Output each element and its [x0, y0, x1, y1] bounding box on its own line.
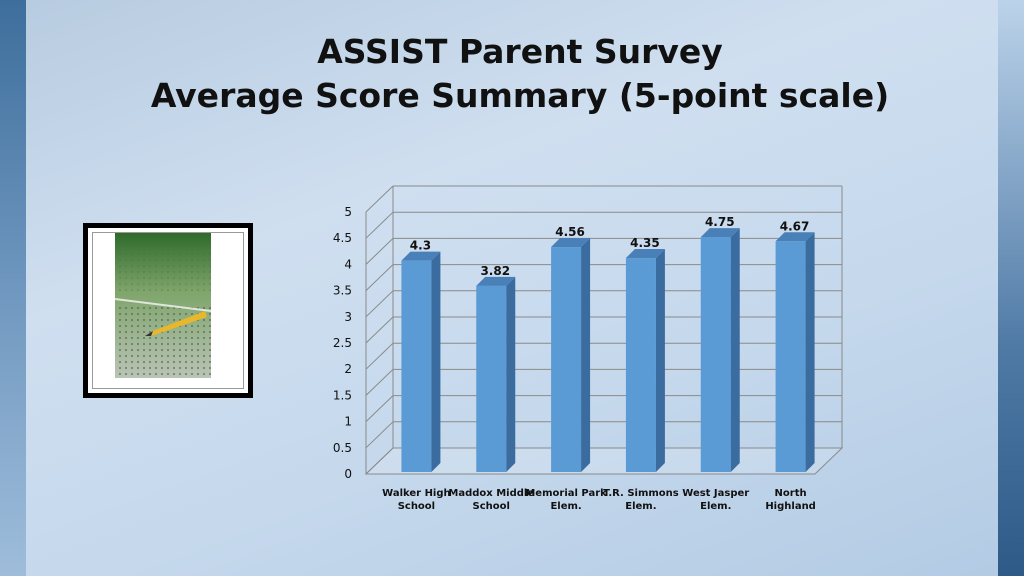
x-tick-label: North Highland [765, 488, 816, 512]
bar-top [775, 232, 815, 242]
y-tick-label: 3 [344, 310, 352, 324]
gridline-diagonal [365, 238, 394, 265]
slide-edge-left [0, 0, 26, 576]
y-tick-label: 2.5 [333, 336, 352, 350]
gridline-diagonal [365, 185, 394, 213]
y-tick-label: 1.5 [333, 388, 352, 402]
data-label: 4.56 [555, 225, 585, 239]
y-tick-label: 5 [344, 205, 352, 219]
slide-edge-right [998, 0, 1024, 576]
y-tick-label: 0.5 [333, 441, 352, 455]
bar-side [655, 249, 665, 472]
bar-side [581, 238, 591, 472]
bar-side [730, 228, 740, 472]
y-tick-label: 4 [344, 257, 352, 271]
bar-front [401, 260, 432, 472]
bar-top [700, 228, 740, 238]
bar-front [625, 258, 656, 472]
gridline-diagonal [365, 316, 394, 344]
bar-top [401, 251, 441, 261]
y-tick-label: 2 [344, 362, 352, 376]
x-tick-label: West Jasper Elem. [682, 488, 750, 512]
bar-side [506, 276, 516, 472]
title-line-1: ASSIST Parent Survey [317, 32, 723, 71]
gridline-diagonal [365, 342, 394, 370]
bar-top [476, 276, 516, 286]
bar-front [700, 237, 731, 472]
answer-sheet-photo [83, 223, 253, 398]
bar [775, 232, 815, 472]
bar [700, 228, 740, 472]
bar [551, 238, 591, 472]
gridline-diagonal [365, 421, 394, 449]
gridline-diagonal [365, 264, 394, 291]
y-tick-label: 4.5 [333, 231, 352, 245]
x-tick-label: T.R. Simmons Elem. [603, 488, 679, 512]
bar [401, 251, 441, 472]
pencil-on-answer-sheet-icon [114, 233, 212, 378]
title-line-2: Average Score Summary (5-point scale) [150, 76, 890, 115]
gridline-diagonal [365, 395, 394, 422]
gridline-diagonal [365, 447, 394, 475]
bar [476, 276, 516, 472]
data-label: 4.75 [705, 215, 735, 229]
bar-side [431, 251, 441, 472]
data-label: 4.3 [410, 239, 431, 253]
photo-image [92, 232, 244, 389]
bar-front [551, 247, 582, 472]
y-tick-label: 0 [344, 467, 352, 481]
bar-front [775, 241, 806, 472]
gridline-diagonal [365, 290, 394, 318]
bar-side [805, 232, 815, 472]
y-tick-label: 1 [344, 415, 352, 429]
slide-title: ASSIST Parent Survey Average Score Summa… [60, 30, 980, 118]
data-label: 3.82 [480, 264, 510, 278]
bar [625, 249, 665, 472]
bar-top [625, 249, 665, 259]
x-tick-label: Memorial Park Elem. [525, 488, 607, 512]
gridline-diagonal [365, 211, 394, 239]
bar-top [551, 238, 591, 248]
x-tick-label: Maddox Middle School [448, 488, 535, 512]
bar-front [476, 285, 507, 472]
y-tick-label: 3.5 [333, 284, 352, 298]
data-label: 4.35 [630, 236, 660, 250]
gridline-diagonal [365, 369, 394, 396]
data-label: 4.67 [780, 219, 810, 233]
x-tick-label: Walker High School [382, 488, 451, 512]
